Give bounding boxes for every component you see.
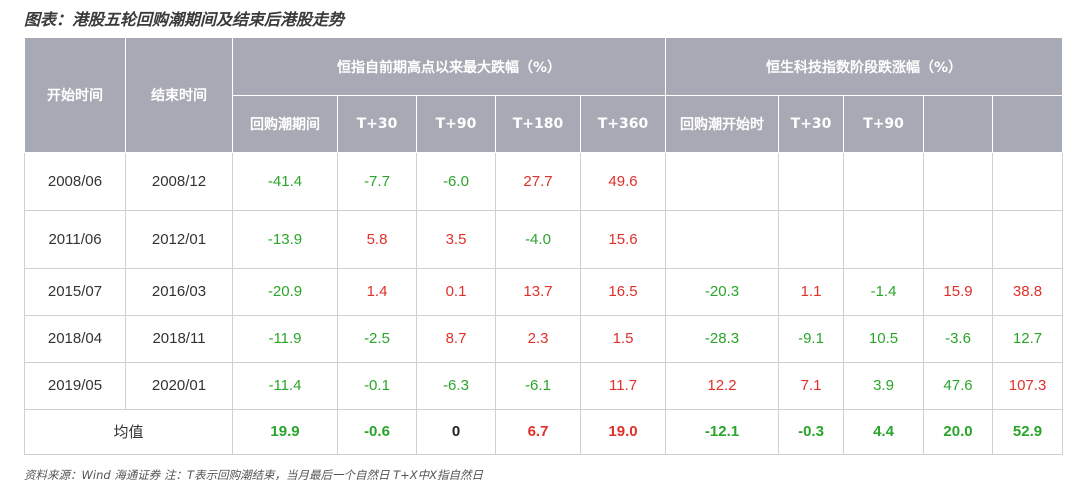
start-date-cell: 2019/05 [24, 361, 126, 410]
source-note: 资料来源：Wind 海通证券 注：T表示回购潮结束，当月最后一个自然日 T+X中… [24, 468, 484, 482]
value-cell: -6.1 [495, 361, 581, 410]
value-cell: 3.5 [416, 209, 496, 269]
value-cell: -9.1 [778, 314, 845, 363]
end-date-cell: 2020/01 [125, 361, 233, 410]
value-cell: -4.0 [495, 209, 581, 269]
value-cell [992, 152, 1064, 211]
value-cell: 12.2 [665, 361, 780, 410]
average-value-cell: 19.9 [232, 408, 338, 455]
value-cell: 107.3 [992, 361, 1064, 410]
subheader-cell: 回购潮期间 [232, 95, 338, 153]
subheader-cell: 回购潮开始时 [665, 95, 780, 153]
value-cell: 15.6 [579, 209, 667, 269]
start-date-cell: 2008/06 [24, 152, 126, 211]
average-value-cell: 4.4 [843, 408, 925, 455]
value-cell [923, 209, 994, 269]
average-value-cell: 6.7 [495, 408, 581, 455]
value-cell: 10.5 [843, 314, 925, 363]
average-value-cell: -12.1 [665, 408, 780, 455]
table-row: 2018/04 2018/11 -11.9 -2.5 8.7 2.3 1.5 -… [24, 314, 1064, 363]
value-cell: 3.9 [843, 361, 925, 410]
value-cell: 49.6 [579, 152, 667, 211]
value-cell: 27.7 [495, 152, 581, 211]
average-value-cell: 19.0 [579, 408, 667, 455]
value-cell: 13.7 [495, 267, 581, 316]
value-cell: -1.4 [843, 267, 925, 316]
end-date-cell: 2018/11 [125, 314, 233, 363]
header-group-hsi-drawdown: 恒指自前期高点以来最大跌幅（%） [231, 37, 667, 96]
end-date-cell: 2008/12 [125, 152, 233, 211]
chart-title: 图表：港股五轮回购潮期间及结束后港股走势 [24, 10, 345, 29]
average-value-cell: -0.3 [778, 408, 845, 455]
subheader-cell: T+30 [778, 95, 845, 153]
subheader-cell: T+30 [337, 95, 417, 153]
header-end-time: 结束时间 [125, 37, 233, 153]
value-cell: 8.7 [416, 314, 496, 363]
average-label: 均值 [24, 408, 233, 455]
table-row: 2011/06 2012/01 -13.9 5.8 3.5 -4.0 15.6 [24, 209, 1064, 269]
value-cell [778, 209, 845, 269]
start-date-cell: 2015/07 [24, 267, 126, 316]
value-cell: -20.3 [665, 267, 780, 316]
start-date-cell: 2011/06 [24, 209, 126, 269]
value-cell: 11.7 [579, 361, 667, 410]
subheader-cell: T+180 [495, 95, 581, 153]
value-cell: 15.9 [923, 267, 994, 316]
header-group-hstech-change: 恒生科技指数阶段跌涨幅（%） [665, 37, 1064, 96]
value-cell: 2.3 [495, 314, 581, 363]
average-value-cell: 0 [416, 408, 496, 455]
table-body: 2008/06 2008/12 -41.4 -7.7 -6.0 27.7 49.… [24, 152, 1064, 455]
value-cell: 38.8 [992, 267, 1064, 316]
value-cell [923, 152, 994, 211]
value-cell: -0.1 [337, 361, 417, 410]
average-row: 均值 19.9 -0.6 0 6.7 19.0 -12.1 -0.3 4.4 2… [24, 408, 1064, 455]
subheader-cell [992, 95, 1064, 153]
value-cell: -6.3 [416, 361, 496, 410]
value-cell [992, 209, 1064, 269]
value-cell: 5.8 [337, 209, 417, 269]
average-value-cell: -0.6 [337, 408, 417, 455]
data-table: 开始时间 结束时间 恒指自前期高点以来最大跌幅（%） 恒生科技指数阶段跌涨幅（%… [24, 37, 1064, 455]
value-cell [665, 209, 780, 269]
table-row: 2015/07 2016/03 -20.9 1.4 0.1 13.7 16.5 … [24, 267, 1064, 316]
value-cell: -41.4 [232, 152, 338, 211]
value-cell: -28.3 [665, 314, 780, 363]
value-cell [843, 209, 925, 269]
value-cell: -11.4 [232, 361, 338, 410]
table-row: 2019/05 2020/01 -11.4 -0.1 -6.3 -6.1 11.… [24, 361, 1064, 410]
value-cell [665, 152, 780, 211]
value-cell: 1.4 [337, 267, 417, 316]
value-cell [843, 152, 925, 211]
value-cell: -20.9 [232, 267, 338, 316]
value-cell: 47.6 [923, 361, 994, 410]
value-cell: 12.7 [992, 314, 1064, 363]
end-date-cell: 2016/03 [125, 267, 233, 316]
value-cell: -3.6 [923, 314, 994, 363]
value-cell: -7.7 [337, 152, 417, 211]
value-cell [778, 152, 845, 211]
subheader-cell [923, 95, 994, 153]
value-cell: 0.1 [416, 267, 496, 316]
value-cell: 16.5 [579, 267, 667, 316]
table-row: 2008/06 2008/12 -41.4 -7.7 -6.0 27.7 49.… [24, 152, 1064, 211]
value-cell: -11.9 [232, 314, 338, 363]
header-start-time: 开始时间 [24, 37, 126, 153]
subheader-cell: T+90 [843, 95, 925, 153]
value-cell: 7.1 [778, 361, 845, 410]
value-cell: -6.0 [416, 152, 496, 211]
value-cell: -2.5 [337, 314, 417, 363]
start-date-cell: 2018/04 [24, 314, 126, 363]
end-date-cell: 2012/01 [125, 209, 233, 269]
value-cell: 1.5 [579, 314, 667, 363]
average-value-cell: 52.9 [992, 408, 1064, 455]
value-cell: 1.1 [778, 267, 845, 316]
subheader-cell: T+90 [416, 95, 496, 153]
subheader-cell: T+360 [579, 95, 667, 153]
average-value-cell: 20.0 [923, 408, 994, 455]
value-cell: -13.9 [232, 209, 338, 269]
